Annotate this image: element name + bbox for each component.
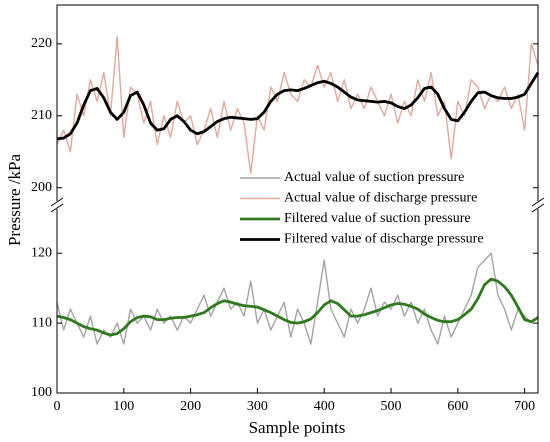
x-tick-label: 100 — [113, 399, 134, 414]
legend-label: Actual value of discharge pressure — [284, 191, 477, 206]
data-line — [56, 71, 540, 141]
x-tick-label: 0 — [54, 399, 61, 414]
x-tick-label: 600 — [447, 399, 468, 414]
x-axis-label: Sample points — [249, 418, 346, 437]
plot-frame — [56, 4, 539, 394]
y-tick-label: 220 — [31, 36, 52, 51]
axis-break-gap — [51, 201, 63, 209]
x-tick-label: 300 — [247, 399, 268, 414]
axis-break-mark — [531, 197, 545, 207]
legend-label: Filtered value of discharge pressure — [284, 232, 484, 247]
axis-break-mark — [531, 203, 545, 213]
legend-label: Actual value of suction pressure — [284, 170, 464, 185]
y-axis-label: Pressure /kPa — [5, 154, 24, 247]
axis-break-mark — [50, 197, 64, 207]
y-tick-label: 210 — [31, 108, 52, 123]
data-line — [56, 252, 539, 345]
y-tick-label: 100 — [31, 385, 52, 400]
data-line — [56, 35, 539, 175]
y-tick-label: 120 — [31, 245, 52, 260]
x-tick-label: 400 — [314, 399, 335, 414]
y-tick-label: 110 — [32, 315, 52, 330]
x-tick-label: 700 — [514, 399, 535, 414]
axis-break-gap — [532, 201, 544, 209]
x-tick-label: 500 — [381, 399, 402, 414]
data-line — [56, 277, 539, 337]
x-tick-label: 200 — [180, 399, 201, 414]
axis-break-mark — [50, 203, 64, 213]
legend-label: Filtered value of suction pressure — [284, 211, 471, 226]
y-tick-label: 200 — [31, 180, 52, 195]
